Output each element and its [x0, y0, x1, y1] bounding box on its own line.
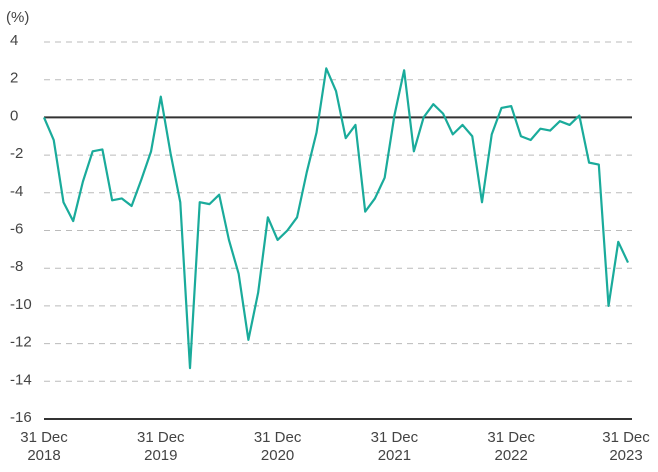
y-tick-label: -2 [10, 145, 23, 162]
x-tick-label: 31 Dec 2023 [602, 429, 650, 464]
y-tick-label: -12 [10, 334, 32, 351]
y-tick-label: -8 [10, 258, 23, 275]
data-line [42, 67, 629, 370]
x-tick-label: 31 Dec 2018 [20, 429, 68, 464]
y-tick-label: 0 [10, 107, 18, 124]
x-tick-label: 31 Dec 2022 [487, 429, 535, 464]
y-axis-label: (%) [6, 9, 29, 26]
y-tick-label: -16 [10, 409, 32, 426]
y-tick-label: -6 [10, 220, 23, 237]
x-tick-label: 31 Dec 2021 [370, 429, 419, 464]
y-tick-label: -10 [10, 296, 32, 313]
y-tick-label: 2 [10, 70, 18, 87]
x-tick-label: 31 Dec 2020 [253, 429, 302, 464]
y-tick-label: -14 [10, 371, 32, 388]
y-tick-label: 4 [10, 32, 18, 49]
y-tick-label: -4 [10, 183, 23, 200]
x-tick-label: 31 Dec 2019 [137, 429, 185, 464]
